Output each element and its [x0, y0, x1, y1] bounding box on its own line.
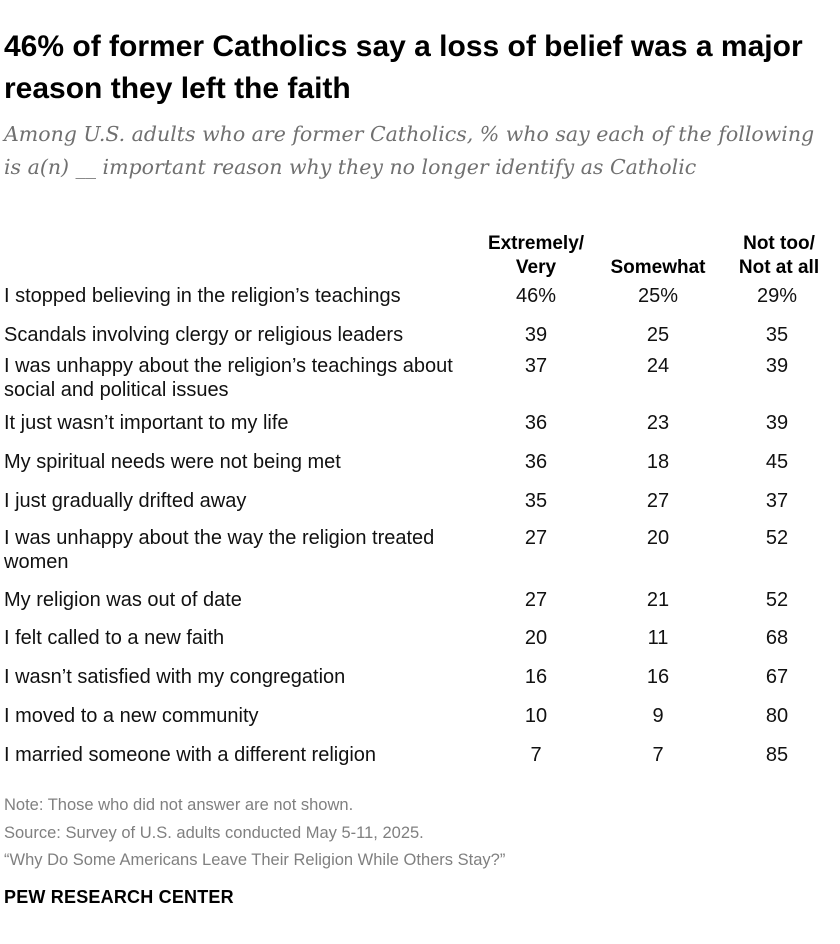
row-label: My religion was out of date: [4, 589, 242, 611]
row-label: I was unhappy about the way the religion…: [4, 527, 435, 573]
chart-title: 46% of former Catholics say a loss of be…: [4, 30, 803, 105]
value-not-too-not-at-all: 39: [765, 355, 789, 377]
pew-research-center-logo: PEW RESEARCH CENTER: [4, 887, 234, 907]
value-not-too-not-at-all: 29%: [756, 285, 798, 307]
value-somewhat: 18: [646, 451, 670, 473]
row-label: I wasn’t satisfied with my congregation: [4, 666, 346, 688]
value-somewhat: 24: [646, 355, 670, 377]
column-header-line: Very: [515, 257, 557, 278]
column-header-line: Not too/: [743, 233, 815, 254]
value-not-too-not-at-all: 85: [765, 744, 789, 766]
value-extremely-very: 39: [524, 324, 548, 346]
value-not-too-not-at-all: 52: [765, 589, 789, 611]
value-somewhat: 25: [646, 324, 670, 346]
value-not-too-not-at-all: 35: [765, 324, 789, 346]
value-not-too-not-at-all: 67: [765, 666, 789, 688]
value-somewhat: 21: [646, 589, 670, 611]
value-extremely-very: 10: [524, 705, 548, 727]
value-extremely-very: 36: [524, 451, 548, 473]
value-somewhat: 27: [646, 490, 670, 512]
value-not-too-not-at-all: 80: [765, 705, 789, 727]
row-label: I was unhappy about the religion’s teach…: [4, 355, 453, 401]
column-header-extremely-very: Extremely/ Very: [470, 232, 602, 280]
value-extremely-very: 20: [524, 627, 548, 649]
value-not-too-not-at-all: 37: [765, 490, 789, 512]
value-somewhat: 20: [646, 527, 670, 549]
value-somewhat: 23: [646, 412, 670, 434]
report-title-text: “Why Do Some Americans Leave Their Relig…: [4, 851, 506, 869]
value-extremely-very: 27: [524, 589, 548, 611]
source-text: Source: Survey of U.S. adults conducted …: [4, 824, 424, 842]
value-somewhat: 7: [652, 744, 664, 766]
value-somewhat: 16: [646, 666, 670, 688]
value-extremely-very: 7: [530, 744, 542, 766]
value-somewhat: 11: [647, 627, 669, 649]
value-not-too-not-at-all: 52: [765, 527, 789, 549]
row-label: Scandals involving clergy or religious l…: [4, 324, 404, 346]
column-header-line: Not at all: [738, 257, 820, 278]
row-label: I stopped believing in the religion’s te…: [4, 285, 401, 307]
column-header-not-too-not-at-all: Not too/ Not at all: [718, 232, 840, 280]
value-extremely-very: 37: [524, 355, 548, 377]
column-header-line: Extremely/: [487, 233, 585, 254]
column-header-line: Somewhat: [610, 257, 706, 278]
value-somewhat: 25%: [637, 285, 679, 307]
value-extremely-very: 35: [524, 490, 548, 512]
value-not-too-not-at-all: 45: [765, 451, 789, 473]
row-label: It just wasn’t important to my life: [4, 412, 289, 434]
row-label: I moved to a new community: [4, 705, 259, 727]
value-not-too-not-at-all: 39: [765, 412, 789, 434]
value-extremely-very: 27: [524, 527, 548, 549]
row-label: My spiritual needs were not being met: [4, 451, 341, 473]
value-not-too-not-at-all: 68: [765, 627, 789, 649]
value-extremely-very: 16: [524, 666, 548, 688]
note-text: Note: Those who did not answer are not s…: [4, 796, 354, 814]
column-header-somewhat: Somewhat: [598, 256, 718, 280]
row-label: I married someone with a different relig…: [4, 744, 377, 766]
value-extremely-very: 36: [524, 412, 548, 434]
chart-subtitle: Among U.S. adults who are former Catholi…: [4, 122, 815, 179]
value-somewhat: 9: [652, 705, 664, 727]
row-label: I just gradually drifted away: [4, 490, 247, 512]
value-extremely-very: 46%: [515, 285, 557, 307]
row-label: I felt called to a new faith: [4, 627, 225, 649]
